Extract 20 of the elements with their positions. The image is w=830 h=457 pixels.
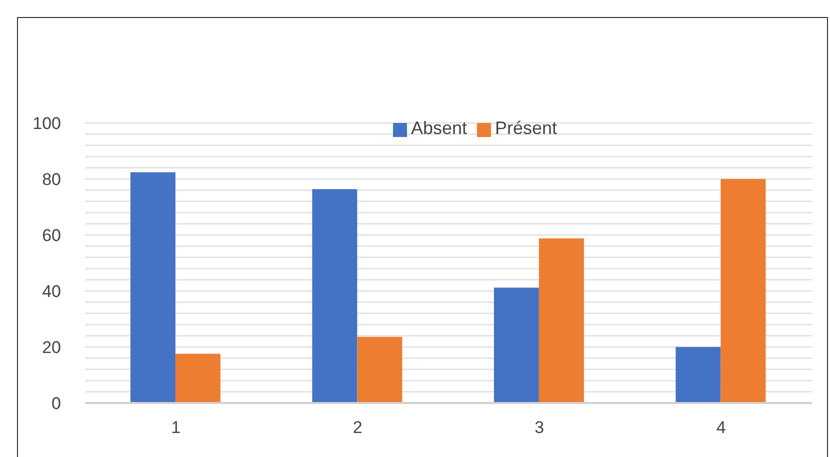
x-tick-label: 2 <box>352 418 362 438</box>
legend-label: Absent <box>410 118 467 138</box>
x-tick-label: 4 <box>716 418 726 438</box>
bar <box>676 347 721 403</box>
y-tick-label: 20 <box>42 338 61 358</box>
bar <box>312 189 358 403</box>
y-tick-label: 0 <box>52 394 61 414</box>
bar <box>538 238 584 403</box>
x-tick-label: 1 <box>171 418 181 438</box>
legend-label: Présent <box>495 118 558 138</box>
y-tick-label: 40 <box>42 282 61 302</box>
y-tick-label: 100 <box>32 114 61 134</box>
bar <box>357 336 402 403</box>
y-tick-label: 80 <box>42 170 61 190</box>
bar <box>720 179 766 403</box>
y-tick-label: 60 <box>42 226 61 246</box>
bar <box>494 288 539 403</box>
bar <box>130 172 176 403</box>
bar <box>175 354 220 403</box>
x-tick-label: 3 <box>534 418 544 438</box>
